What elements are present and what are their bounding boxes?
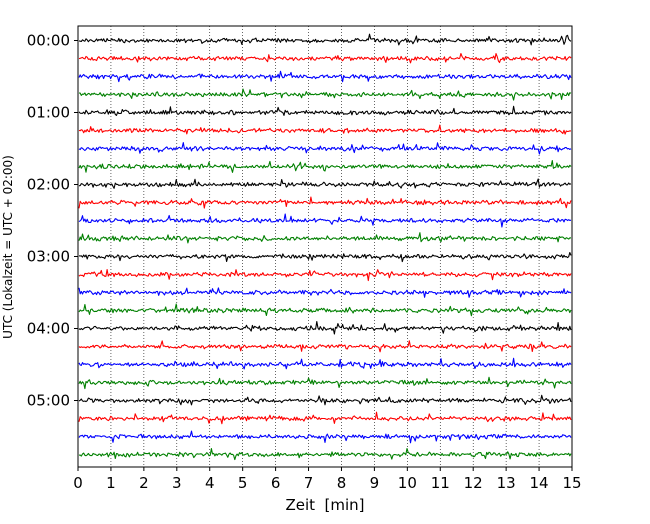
x-tick-label: 5 xyxy=(238,474,248,492)
seismic-trace-line xyxy=(78,287,572,298)
plot-frame xyxy=(77,25,573,468)
x-tick-label: 11 xyxy=(431,474,450,492)
seismic-traces xyxy=(78,33,572,461)
seismic-trace-line xyxy=(78,88,572,101)
x-tick-label: 9 xyxy=(370,474,380,492)
x-tick-label: 1 xyxy=(106,474,116,492)
x-tick-label: 7 xyxy=(304,474,314,492)
seismic-trace-line xyxy=(78,142,572,155)
seismic-trace-line xyxy=(78,394,572,406)
seismic-trace-line xyxy=(78,447,572,461)
seismic-trace-line xyxy=(78,160,572,173)
plot-background xyxy=(78,26,572,467)
seismic-trace-line xyxy=(78,411,572,425)
seismic-trace-line xyxy=(78,196,572,209)
x-tick-label: 3 xyxy=(172,474,182,492)
seismic-trace-line xyxy=(78,70,572,83)
x-tick-label: 4 xyxy=(205,474,215,492)
seismic-trace-line xyxy=(78,376,572,390)
x-tick-label: 0 xyxy=(73,474,83,492)
x-tick-label: 8 xyxy=(337,474,347,492)
seismic-trace-line xyxy=(78,232,572,244)
x-tick-label: 15 xyxy=(562,474,581,492)
seismic-trace-line xyxy=(78,33,572,46)
y-tick-label: 00:00 xyxy=(27,32,70,50)
y-axis-label: UTC (Lokalzeit = UTC + 02:00) xyxy=(1,155,15,339)
seismic-trace-line xyxy=(78,269,572,282)
seismic-trace-line xyxy=(78,340,572,353)
seismic-trace-line xyxy=(78,178,572,189)
seismic-trace-line xyxy=(78,321,572,335)
y-tick-label: 01:00 xyxy=(27,104,70,122)
x-tick-label: 14 xyxy=(530,474,549,492)
x-tick-label: 10 xyxy=(398,474,417,492)
x-tick-label: 6 xyxy=(271,474,281,492)
y-tick-label: 05:00 xyxy=(27,392,70,410)
y-tick-label: 04:00 xyxy=(27,320,70,338)
y-tick-label: 02:00 xyxy=(27,176,70,194)
seismic-trace-line xyxy=(78,251,572,263)
seismic-trace-line xyxy=(78,213,572,228)
x-tick-label: 12 xyxy=(464,474,483,492)
x-tick-label: 13 xyxy=(497,474,516,492)
y-axis-ticks: 00:00 01:00 02:00 03:00 04:00 05:00 xyxy=(27,32,78,410)
y-tick-label: 03:00 xyxy=(27,248,70,266)
x-axis-label: Zeit [min] xyxy=(285,496,364,514)
x-axis-ticks: 0 1 2 3 4 5 6 7 8 9 10 11 12 13 14 15 xyxy=(73,467,582,492)
seismic-trace-line xyxy=(78,430,572,444)
seismic-trace-line xyxy=(78,52,572,64)
seismic-trace-line xyxy=(78,124,571,135)
seismic-trace-line xyxy=(78,357,572,370)
seismic-trace-line xyxy=(78,303,572,317)
seismic-trace-line xyxy=(78,105,572,116)
x-tick-label: 2 xyxy=(139,474,149,492)
